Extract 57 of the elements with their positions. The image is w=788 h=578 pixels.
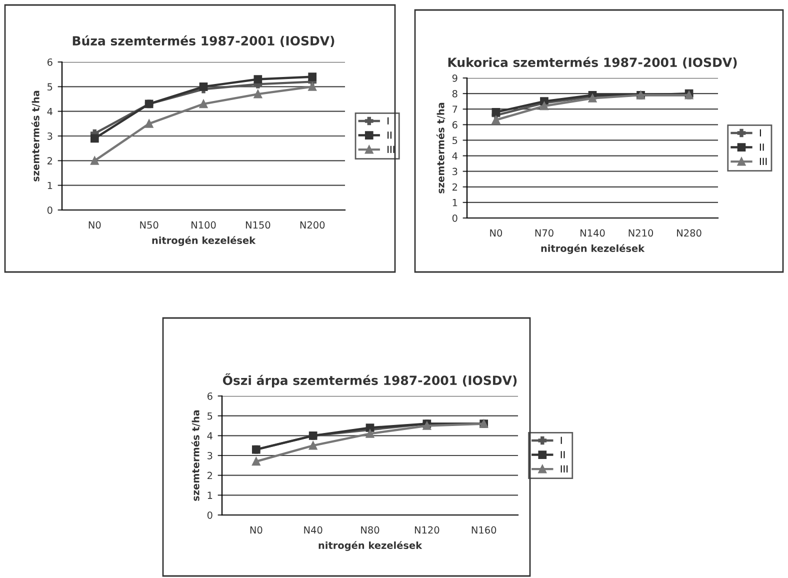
- y-tick-label: 3: [208, 452, 212, 460]
- y-tick-label: 0: [207, 511, 212, 519]
- chart-title: Őszi árpa szemtermés 1987-2001 (IOSDV): [222, 373, 517, 388]
- y-axis-title: szemtermés t/ha: [31, 90, 40, 182]
- legend-label: III: [560, 465, 568, 472]
- y-tick-label: 6: [452, 121, 458, 128]
- x-tick-label: N150: [246, 221, 270, 229]
- x-tick-label: N140: [580, 229, 605, 237]
- y-tick-label: 9: [452, 74, 458, 82]
- x-axis-title: nitrogén kezelések: [541, 244, 645, 254]
- y-tick-label: 4: [452, 152, 458, 160]
- legend-label: II: [388, 132, 392, 139]
- y-tick-label: 5: [48, 83, 52, 90]
- legend-label: II: [760, 144, 764, 151]
- legend-label: II: [560, 451, 565, 458]
- chart-title: Kukorica szemtermés 1987-2001 (IOSDV): [448, 56, 737, 69]
- y-tick-label: 0: [452, 214, 458, 222]
- x-tick-label: N50: [140, 221, 158, 229]
- legend-label: III: [388, 146, 394, 153]
- chart-title: Búza szemtermés 1987-2001 (IOSDV): [72, 35, 334, 47]
- y-tick-label: 3: [452, 168, 458, 176]
- x-axis-title: nitrogén kezelések: [318, 541, 422, 551]
- x-tick-label: N70: [535, 229, 554, 237]
- y-tick-label: 0: [47, 206, 52, 214]
- x-tick-label: N160: [472, 526, 496, 534]
- y-axis-title: szemtermés t/ha: [436, 102, 446, 194]
- legend-label: I: [760, 129, 761, 136]
- x-tick-label: N80: [361, 526, 380, 534]
- y-tick-label: 1: [208, 492, 212, 499]
- legend-label: I: [388, 117, 389, 124]
- x-tick-label: N40: [304, 526, 322, 534]
- y-tick-label: 6: [47, 58, 52, 66]
- y-tick-label: 4: [207, 432, 212, 440]
- y-tick-label: 5: [208, 412, 212, 420]
- x-axis-title: nitrogén kezelések: [152, 236, 256, 246]
- y-tick-label: 1: [452, 199, 458, 206]
- x-tick-label: N120: [414, 526, 440, 534]
- y-tick-label: 5: [452, 136, 458, 144]
- legend-label: I: [560, 436, 562, 444]
- y-axis-title: szemtermés t/ha: [191, 410, 200, 501]
- y-tick-label: 2: [48, 157, 52, 164]
- y-tick-label: 3: [48, 132, 52, 140]
- x-tick-label: N0: [88, 221, 101, 229]
- x-tick-label: N100: [192, 221, 216, 229]
- y-tick-label: 8: [452, 90, 458, 98]
- y-tick-label: 2: [208, 472, 212, 480]
- y-tick-label: 4: [47, 108, 52, 116]
- x-tick-label: N210: [628, 229, 654, 237]
- y-tick-label: 6: [207, 392, 212, 400]
- y-tick-label: 1: [48, 182, 52, 190]
- y-tick-label: 2: [452, 183, 457, 191]
- x-tick-label: N280: [677, 229, 702, 237]
- x-tick-label: N0: [490, 229, 502, 237]
- x-tick-label: N0: [250, 526, 262, 534]
- y-tick-label: 7: [452, 106, 458, 113]
- legend-label: III: [760, 158, 767, 165]
- x-tick-label: N200: [300, 221, 325, 229]
